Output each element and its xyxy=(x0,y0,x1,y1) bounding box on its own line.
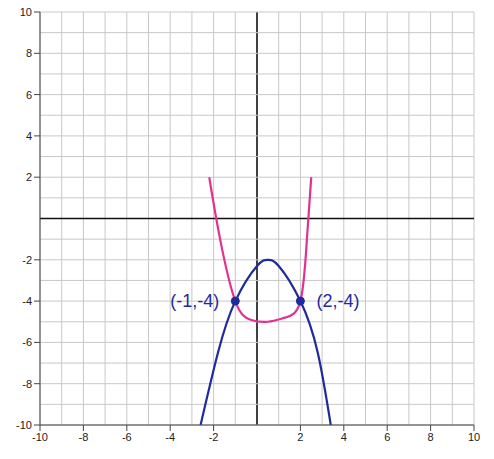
svg-text:-2: -2 xyxy=(22,254,32,266)
svg-text:2: 2 xyxy=(26,171,32,183)
svg-text:-2: -2 xyxy=(209,431,219,443)
svg-text:(-1,-4): (-1,-4) xyxy=(170,291,219,311)
svg-text:-10: -10 xyxy=(16,419,32,431)
svg-text:-4: -4 xyxy=(165,431,175,443)
svg-text:(2,-4): (2,-4) xyxy=(316,291,359,311)
svg-text:-8: -8 xyxy=(22,378,32,390)
svg-text:4: 4 xyxy=(26,130,32,142)
svg-text:-6: -6 xyxy=(22,336,32,348)
svg-text:10: 10 xyxy=(20,6,32,18)
svg-text:-10: -10 xyxy=(32,431,48,443)
svg-text:6: 6 xyxy=(26,89,32,101)
svg-text:4: 4 xyxy=(341,431,347,443)
svg-text:-8: -8 xyxy=(79,431,89,443)
svg-text:10: 10 xyxy=(468,431,480,443)
svg-text:8: 8 xyxy=(26,47,32,59)
svg-text:8: 8 xyxy=(428,431,434,443)
svg-text:2: 2 xyxy=(297,431,303,443)
svg-text:-6: -6 xyxy=(122,431,132,443)
svg-text:-4: -4 xyxy=(22,295,32,307)
svg-text:6: 6 xyxy=(384,431,390,443)
